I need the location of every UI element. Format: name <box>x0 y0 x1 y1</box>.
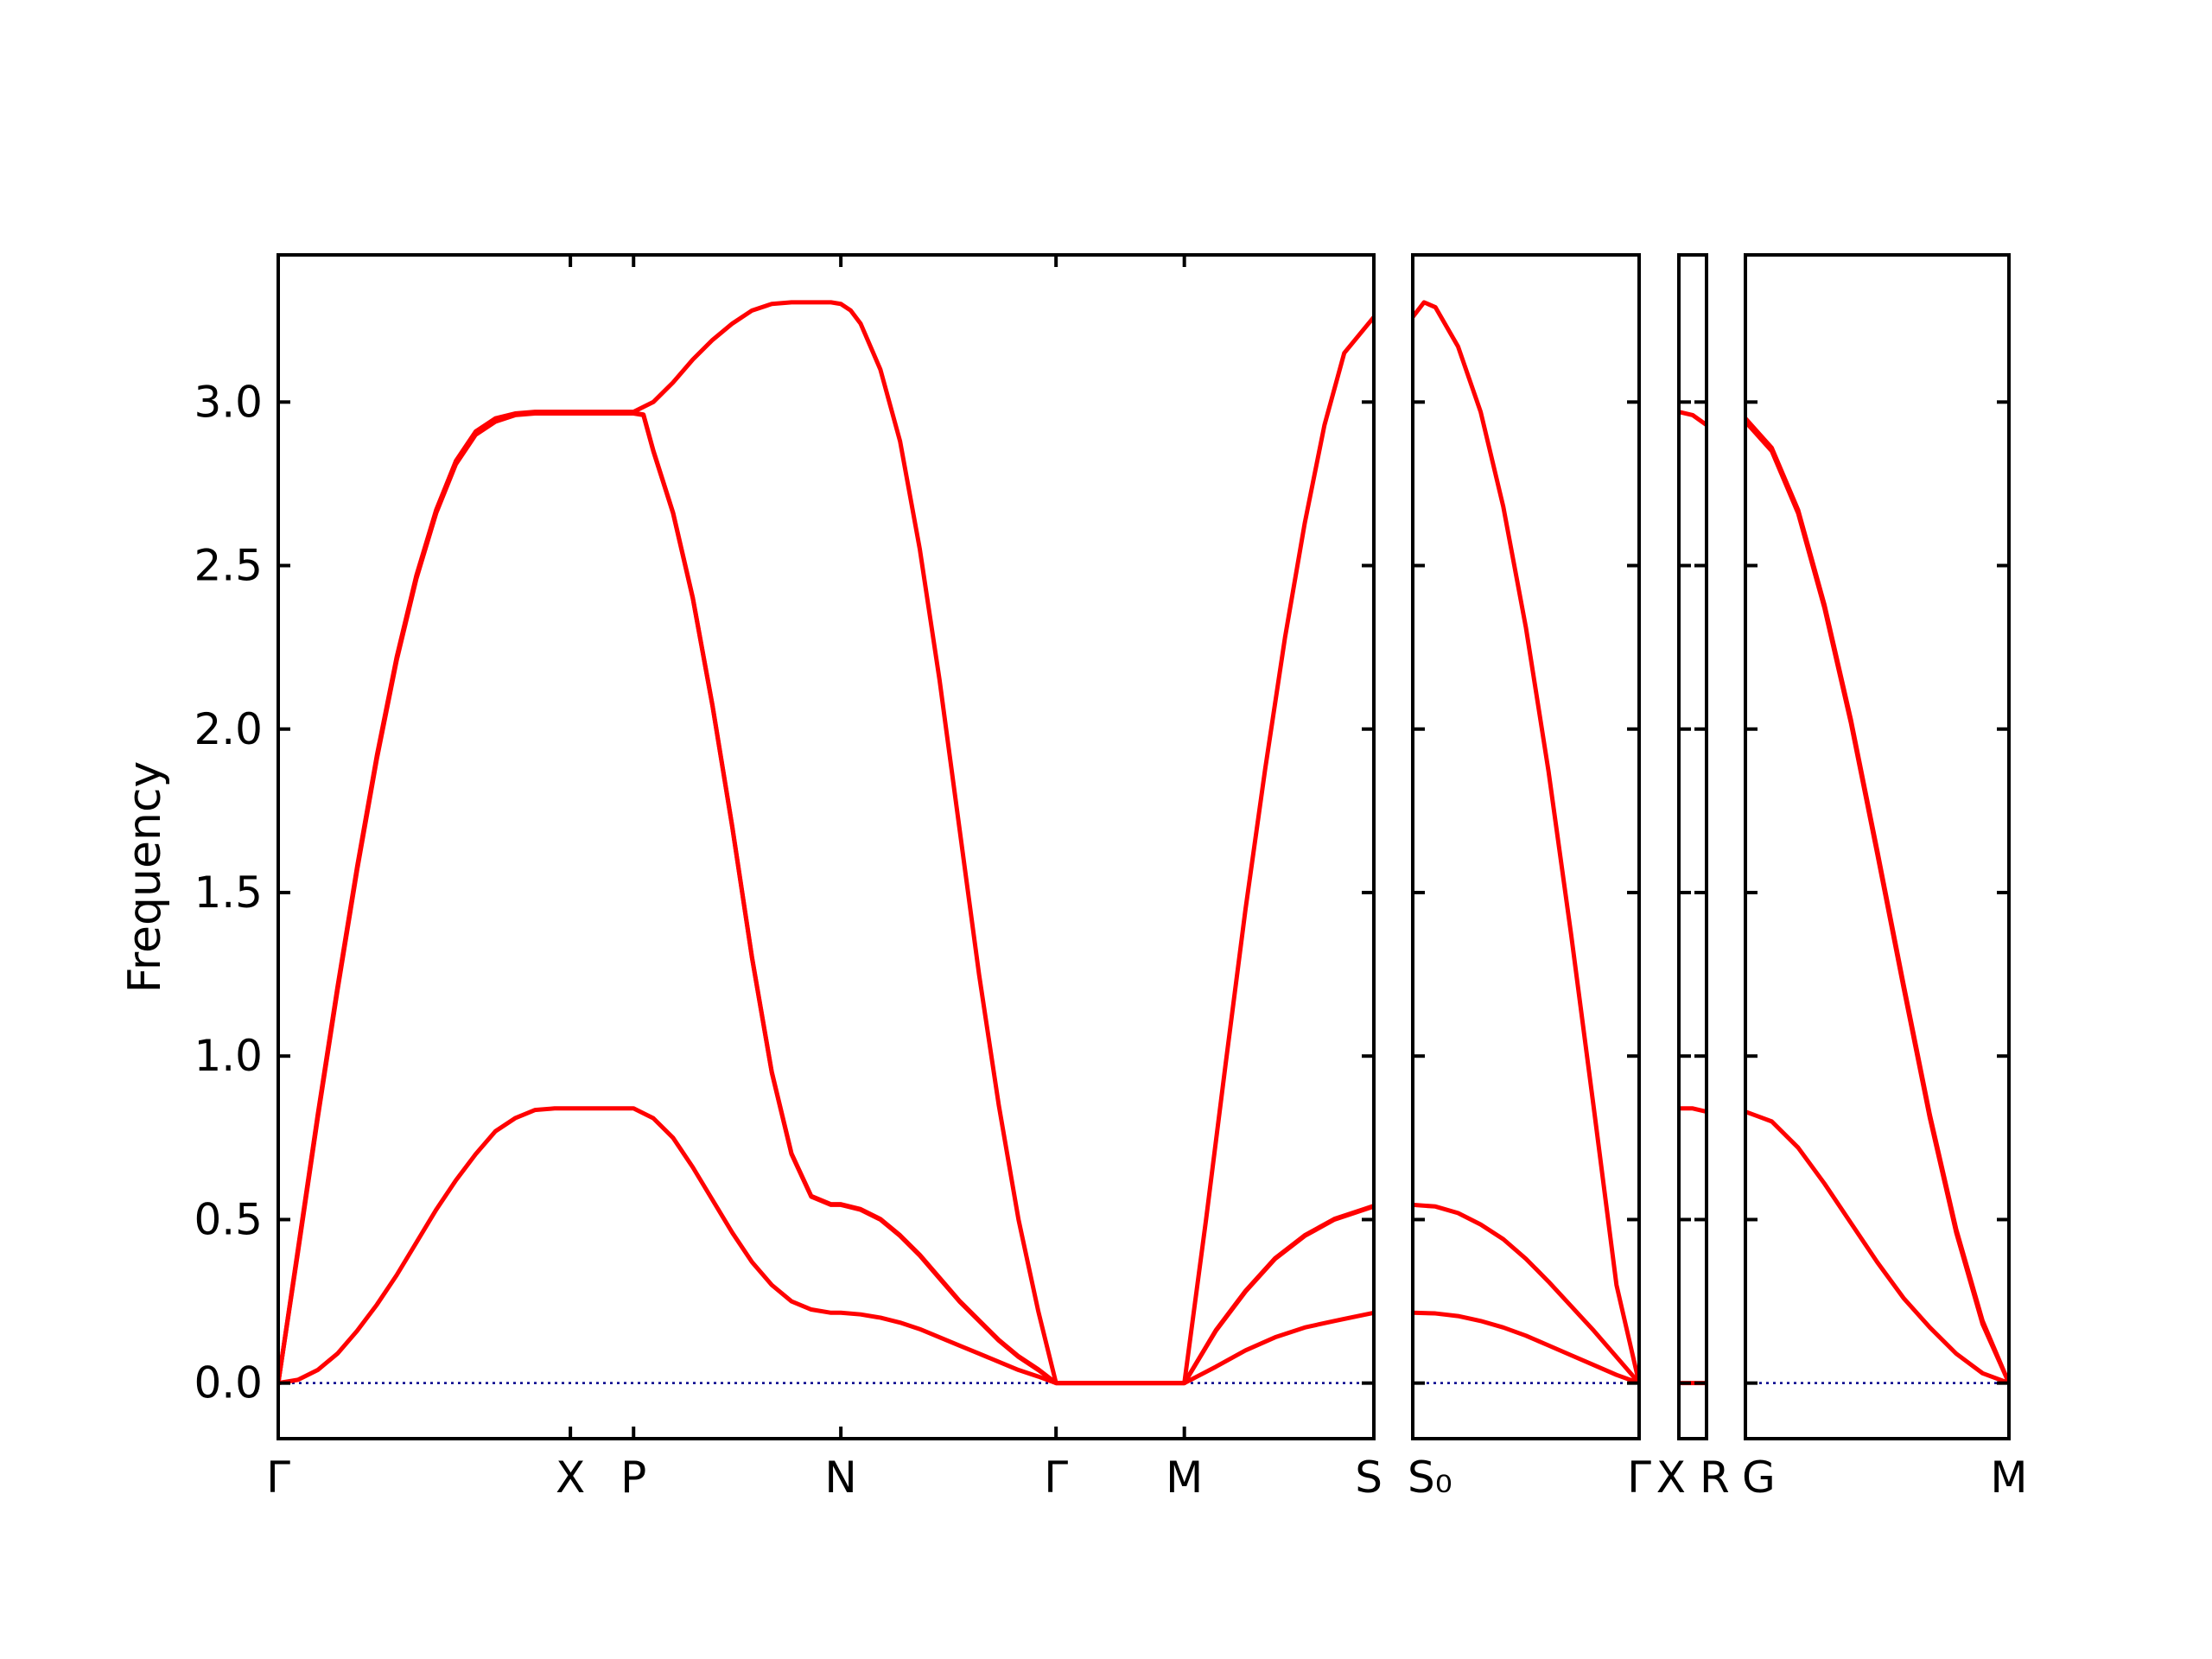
panel-2: S₀ Γ <box>1408 253 1651 1503</box>
band-4-1 <box>1745 1109 2009 1386</box>
panel-frame <box>1744 253 2011 1440</box>
x-tick-label: P <box>620 1452 646 1503</box>
band-1-2 <box>278 411 1374 1386</box>
x-tick-label: R <box>1700 1452 1730 1503</box>
y-tick-label: 2.5 <box>194 541 263 591</box>
band-3-3 <box>1679 410 1707 428</box>
y-tick-label: 2.0 <box>194 704 263 754</box>
x-tick-label: M <box>1166 1452 1203 1503</box>
band-2-2 <box>1413 1202 1639 1386</box>
x-tick-label: X <box>556 1452 585 1503</box>
y-tick-label: 0.0 <box>194 1358 263 1408</box>
panel-frame <box>276 253 1376 1440</box>
band-1-1 <box>278 1106 1374 1386</box>
x-tick-label: Γ <box>266 1452 290 1503</box>
x-tick-label: Γ <box>1627 1452 1651 1503</box>
x-tick-label: M <box>1990 1452 2027 1503</box>
y-tick-label: 1.0 <box>194 1031 263 1081</box>
band-2-3 <box>1413 300 1639 1386</box>
band-1-3 <box>278 300 1374 1386</box>
x-tick-label: N <box>824 1452 856 1503</box>
band-1-4 <box>278 410 1374 1386</box>
y-tick-label: 3.0 <box>194 377 263 427</box>
x-tick-label: S <box>1355 1452 1382 1503</box>
y-tick-label: 1.5 <box>194 868 263 918</box>
band-4-3 <box>1745 419 2009 1386</box>
x-tick-label: G <box>1742 1452 1776 1503</box>
band-2-1 <box>1413 1310 1639 1386</box>
x-tick-label: Γ <box>1044 1452 1068 1503</box>
x-tick-label: S₀ <box>1408 1452 1452 1503</box>
band-3-2 <box>1679 1106 1707 1115</box>
y-axis-label: Frequency <box>119 761 171 994</box>
chart-panels: 0.00.51.01.52.02.53.0Γ X P N Γ M S S₀ Γ X R G M <box>194 253 2028 1503</box>
panel-1: 0.0 0.5 1.0 1.5 2.0 2.5 3.0 Γ X P N Γ M S <box>194 253 1382 1503</box>
band-4-2 <box>1745 416 2009 1386</box>
x-tick-label: X <box>1656 1452 1686 1503</box>
panel-frame <box>1677 253 1708 1440</box>
y-tick-label: 0.5 <box>194 1194 263 1244</box>
panel-frame <box>1411 253 1641 1440</box>
